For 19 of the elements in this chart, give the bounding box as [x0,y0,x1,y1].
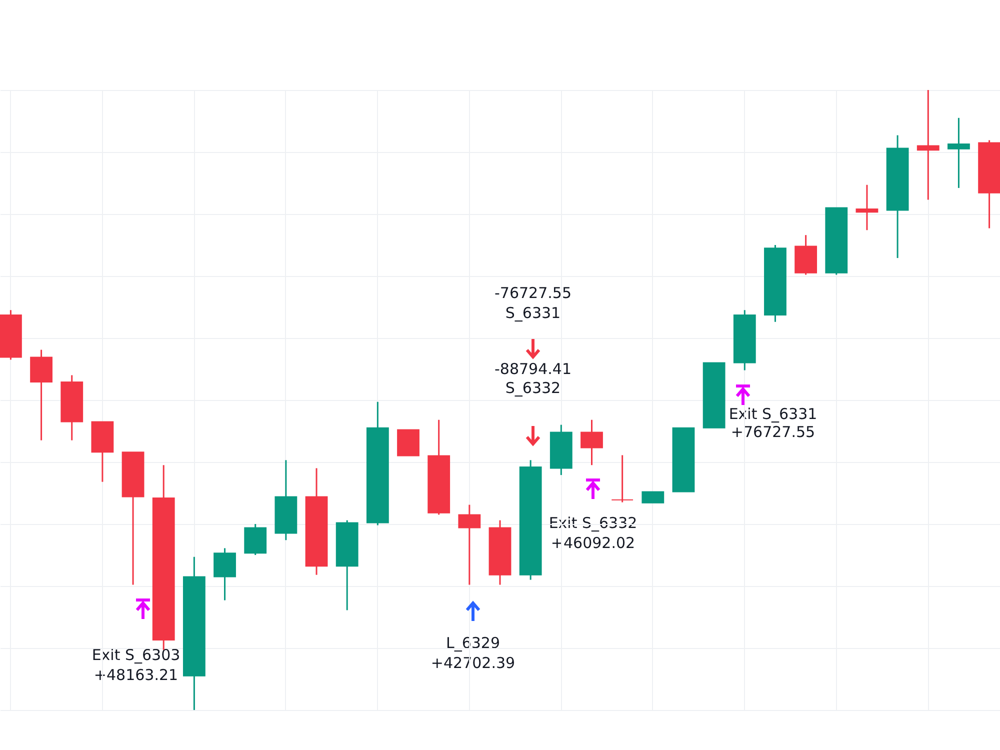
annotation: +42702.39 [430,654,516,672]
candlestick [611,454,634,504]
annotation: L_6329 [446,634,500,652]
candlestick [214,547,236,602]
candlestick [916,89,940,200]
annotation: Exit S_6331 [728,405,818,423]
annotation: S_6331 [505,304,561,322]
candlestick [458,504,481,586]
annotation: -76727.55 [494,284,572,302]
annotation: +48163.21 [94,666,178,684]
candlestick [642,491,664,504]
candlestick [948,117,970,189]
annotation: Exit S_6303 [92,646,180,664]
annotation: +46092.02 [550,534,636,552]
annotation: +76727.55 [730,423,816,441]
candlestick [856,184,878,231]
annotation: S_6332 [505,379,561,397]
annotation: -88794.41 [494,360,572,378]
candlestick [580,419,603,466]
